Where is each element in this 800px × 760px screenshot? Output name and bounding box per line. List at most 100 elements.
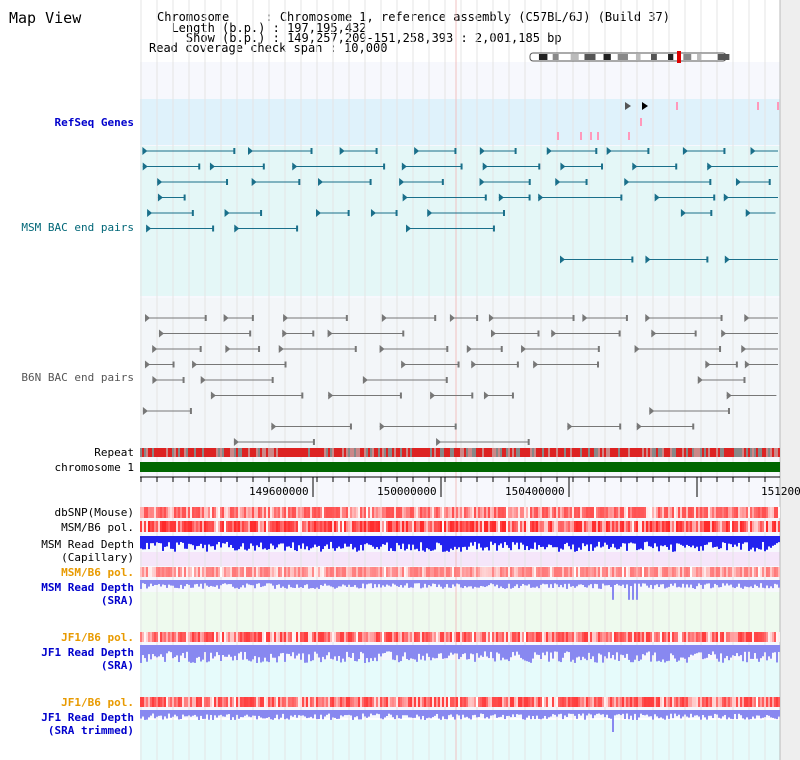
msm-depth-sra-bin	[656, 580, 658, 585]
dbsnp-bin	[566, 507, 568, 518]
repeat-segment	[678, 448, 680, 457]
gene-mark	[590, 132, 592, 140]
dbsnp-bin	[220, 507, 222, 518]
jf1-pol-bin	[422, 632, 424, 642]
msm-pol-bin	[202, 521, 204, 532]
jf1-pol-bin	[616, 632, 618, 642]
jf1-depth-sra-bin	[612, 645, 614, 655]
msm-pol-bin	[288, 521, 290, 532]
jf1-pol-bin	[444, 632, 446, 642]
repeat-segment	[746, 448, 748, 457]
jf1-depth-sra-bin	[334, 645, 336, 657]
jf1-pol2-bin	[344, 697, 346, 707]
jf1-depth-sra-bin	[426, 645, 428, 654]
jf1-pol-bin	[630, 632, 632, 642]
jf1-pol-bin	[474, 632, 476, 642]
jf1-depth-sra-bin	[354, 645, 356, 662]
jf1-depth-trim-bin	[542, 710, 544, 719]
repeat-segment	[728, 448, 730, 457]
msm-pol2-bin	[518, 567, 520, 577]
msm-depth-sra-bin	[308, 580, 310, 589]
jf1-pol2-bin	[626, 697, 628, 707]
msm-bac-end	[146, 224, 152, 233]
jf1-pol-bin	[578, 632, 580, 642]
jf1-pol2-bin	[740, 697, 742, 707]
jf1-pol2-bin	[246, 697, 248, 707]
dbsnp-bin	[172, 507, 174, 518]
dbsnp-bin	[520, 507, 522, 518]
repeat-segment	[528, 448, 530, 457]
jf1-pol2-bin	[658, 697, 660, 707]
jf1-depth-sra-bin	[676, 645, 678, 662]
jf1-pol2-bin	[538, 697, 540, 707]
jf1-pol2-bin	[266, 697, 268, 707]
msm-pol2-bin	[726, 567, 728, 577]
msm-pol-bin	[424, 521, 426, 532]
msm-pol2-bin	[340, 567, 342, 577]
repeat-segment	[214, 448, 216, 457]
jf1-pol-bin	[452, 632, 454, 642]
jf1-depth-trim-bin	[614, 710, 616, 716]
jf1-pol2-bin	[564, 697, 566, 707]
msm-pol2-bin	[548, 567, 550, 577]
jf1-pol2-bin	[450, 697, 452, 707]
jf1-depth-sra-bin	[752, 645, 754, 659]
msm-pol2-bin	[330, 567, 332, 577]
jf1-depth-trim-bin	[362, 710, 364, 714]
dbsnp-bin	[338, 507, 340, 518]
msm-pol2-bin	[648, 567, 650, 577]
track-label-msm-depth-cap-sub: (Capillary)	[61, 551, 134, 564]
jf1-pol2-bin	[240, 697, 242, 707]
length-info: Length (b.p.) : 197,195,432	[171, 21, 367, 35]
msm-pol-bin	[670, 521, 672, 532]
msm-pol-bin	[722, 521, 724, 532]
b6n-bac-end	[697, 376, 703, 384]
msm-pol-bin	[396, 521, 398, 532]
msm-pol2-bin	[582, 567, 584, 577]
msm-depth-sra-bin	[226, 580, 228, 585]
jf1-depth-trim-bin	[364, 710, 366, 717]
jf1-depth-sra-bin	[758, 645, 760, 662]
jf1-depth-sra-bin	[420, 645, 422, 660]
jf1-pol2-bin	[172, 697, 174, 707]
msm-pol2-bin	[660, 567, 662, 577]
dbsnp-bin	[188, 507, 190, 518]
msm-depth-sra-bin	[214, 580, 216, 587]
jf1-pol-bin	[164, 632, 166, 642]
jf1-depth-trim-bin	[504, 710, 506, 720]
jf1-depth-sra-bin	[352, 645, 354, 654]
msm-pol-bin	[244, 521, 246, 532]
jf1-depth-trim-bin	[726, 710, 728, 720]
jf1-pol2-bin	[718, 697, 720, 707]
jf1-depth-sra-bin	[282, 645, 284, 653]
msm-pol2-bin	[690, 567, 692, 577]
msm-depth-cap-bin	[766, 536, 768, 550]
msm-depth-cap-bin	[584, 536, 586, 547]
msm-pol-bin	[388, 521, 390, 532]
jf1-depth-sra-bin	[472, 645, 474, 655]
msm-depth-sra-bin	[728, 580, 730, 586]
repeat-segment	[464, 448, 466, 457]
dbsnp-bin	[334, 507, 336, 518]
jf1-depth-sra-bin	[446, 645, 448, 659]
msm-pol2-bin	[598, 567, 600, 577]
gene-mark	[757, 102, 759, 110]
msm-depth-sra-bin	[670, 580, 672, 584]
msm-pol-bin	[522, 521, 524, 532]
msm-pol2-bin	[278, 567, 280, 577]
msm-depth-cap-bin	[646, 536, 648, 542]
track-label-jf1-depth-trim: JF1 Read Depth	[41, 711, 134, 724]
msm-bac-end	[620, 194, 623, 201]
msm-pol-bin	[320, 521, 322, 532]
b6n-bac-end	[483, 391, 489, 400]
msm-pol2-bin	[158, 567, 160, 577]
jf1-pol2-bin	[210, 697, 212, 707]
jf1-pol-bin	[228, 632, 230, 642]
dbsnp-bin	[146, 507, 148, 518]
msm-depth-cap-bin	[300, 536, 302, 549]
msm-pol-bin	[546, 521, 548, 532]
msm-pol-bin	[554, 521, 556, 532]
jf1-depth-sra-bin	[528, 645, 530, 662]
